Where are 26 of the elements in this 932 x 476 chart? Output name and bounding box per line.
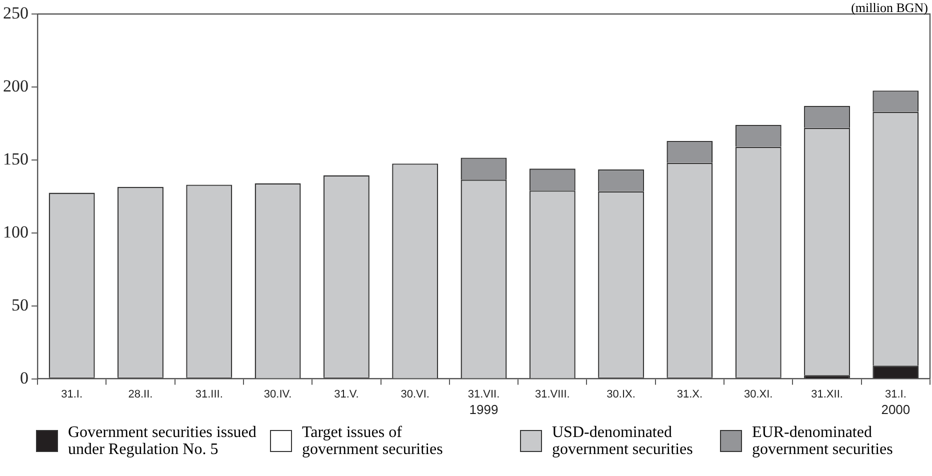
y-tick-label: 250 <box>3 3 28 22</box>
x-tick-label: 30.VI. <box>400 388 430 400</box>
x-tick-label: 28.II. <box>128 388 153 400</box>
legend-label: Government securities issued under Regulation No. 5 <box>68 424 258 458</box>
y-tick-label: 100 <box>3 222 28 242</box>
legend-label: Target issues of government securities <box>302 424 444 458</box>
x-tick-label: 31.VIII. <box>534 388 570 400</box>
x-tick-label: 31.I. <box>61 388 83 400</box>
x-tick-label: 31.I. <box>884 388 906 400</box>
x-tick-label: 31.X. <box>676 388 703 400</box>
text: 1999 <box>469 402 498 417</box>
text: 2000 <box>881 402 910 417</box>
x-tick-label: 31.III. <box>195 388 223 400</box>
y-tick-label: 200 <box>3 76 28 96</box>
y-tick-label: 0 <box>20 368 28 388</box>
x-tick-label: 30.XI. <box>744 388 773 400</box>
x-tick-label: 31.V. <box>334 388 359 400</box>
y-axis-title: (million BGN) <box>851 0 928 16</box>
legend-label: EUR-denominated government securities <box>752 424 894 458</box>
x-tick-label: 31.XII. <box>811 388 843 400</box>
legend-label: USD-denominated government securities <box>552 424 694 458</box>
y-tick-label: 150 <box>3 149 28 168</box>
y-tick-label: 50 <box>12 295 28 314</box>
x-tick-label: 30.IX. <box>606 388 636 400</box>
x-tick-label: 31.VII. <box>468 388 500 400</box>
x-tick-label: 30.IV. <box>264 388 292 400</box>
